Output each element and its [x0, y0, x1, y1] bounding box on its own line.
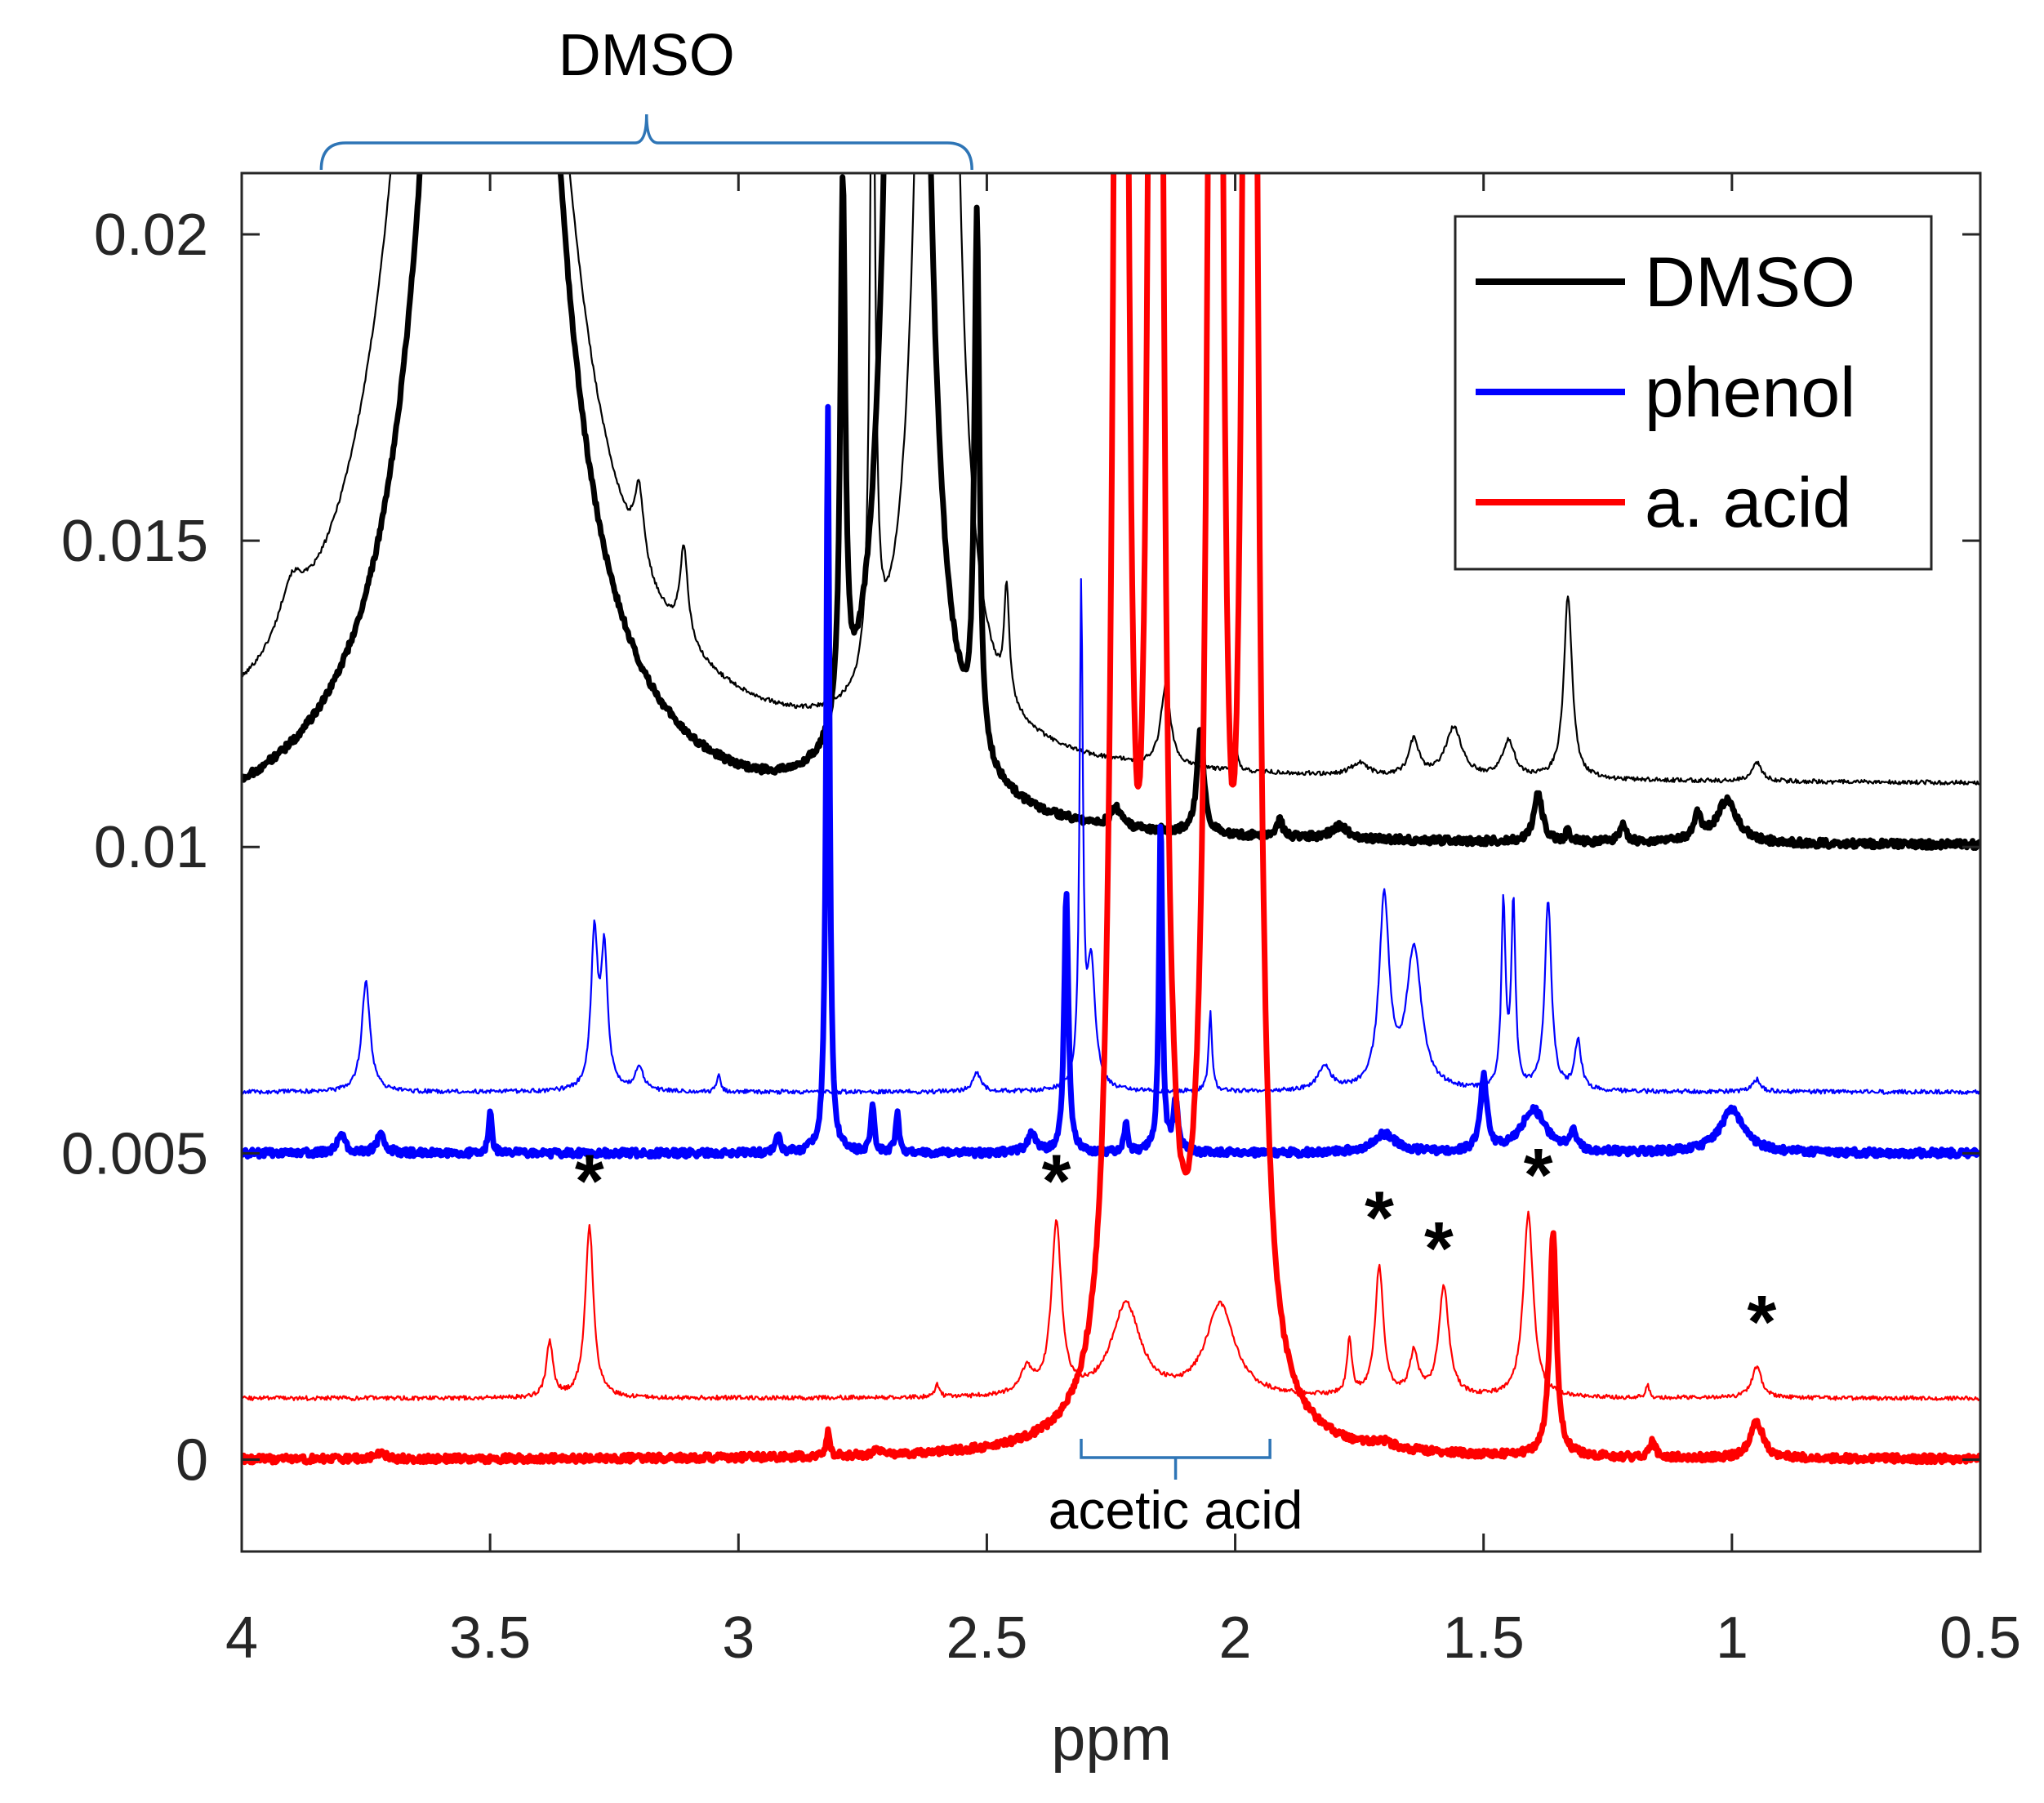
series-line-phenol-thin	[242, 578, 1980, 1095]
x-tick-label: 1.5	[1443, 1605, 1525, 1671]
acetic-acid-brace	[1080, 1439, 1271, 1480]
x-tick-label: 4	[225, 1605, 258, 1671]
series-line-phenol-thick	[242, 403, 1980, 1160]
x-tick-label: 2.5	[946, 1605, 1027, 1671]
y-tick-label: 0.01	[94, 815, 208, 880]
x-axis-label: ppm	[1051, 1704, 1172, 1774]
legend-label: a. acid	[1645, 464, 1851, 542]
y-tick-label: 0	[176, 1427, 208, 1493]
legend-label: DMSO	[1645, 243, 1855, 322]
axes-box	[240, 171, 1982, 1553]
y-tick-label: 0.02	[94, 203, 208, 268]
peak-marker-asterisk: *	[1747, 1280, 1776, 1364]
x-tick-label: 3	[722, 1605, 755, 1671]
y-tick-label: 0.015	[61, 509, 208, 574]
peak-marker-asterisk: *	[1042, 1140, 1071, 1223]
y-tick-label: 0.005	[61, 1121, 208, 1186]
x-tick-label: 2	[1219, 1605, 1252, 1671]
dmso-brace	[319, 114, 973, 171]
peak-marker-asterisk: *	[1365, 1177, 1394, 1260]
peak-marker-asterisk: *	[1424, 1207, 1454, 1290]
x-tick-label: 0.5	[1939, 1605, 2021, 1671]
dmso-brace-label: DMSO	[559, 23, 735, 88]
peak-marker-asterisk: *	[575, 1140, 604, 1223]
x-tick-label: 3.5	[449, 1605, 531, 1671]
x-tick-label: 1	[1716, 1605, 1748, 1671]
acetic-acid-label: acetic acid	[1049, 1480, 1303, 1540]
legend-label: phenol	[1645, 354, 1855, 432]
peak-marker-asterisk: *	[1524, 1133, 1553, 1217]
series-line-a-acid-thin	[242, 1210, 1980, 1401]
series-line-a-acid-thick	[242, 173, 1980, 1466]
